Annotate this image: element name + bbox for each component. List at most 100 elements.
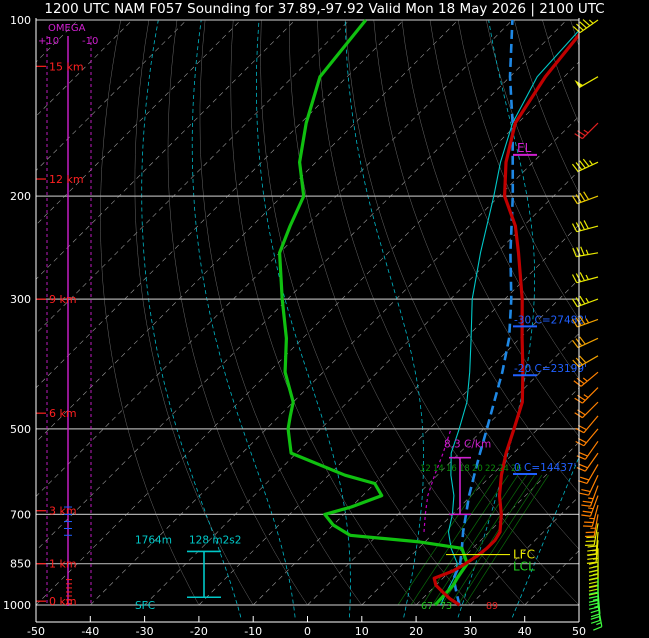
wind-barb-half bbox=[596, 622, 602, 626]
isotherm-line bbox=[578, 604, 579, 605]
height-label: 9 km bbox=[49, 293, 77, 306]
freezing-level-label: -20 C=23199' bbox=[514, 363, 587, 375]
temperature-tick-label: 10 bbox=[355, 625, 369, 638]
isotherm-line bbox=[36, 61, 579, 606]
wind-barb-full bbox=[590, 615, 600, 620]
wind-barb-full bbox=[571, 223, 578, 232]
wind-barb-full bbox=[571, 298, 578, 307]
wind-barb-shaft bbox=[579, 19, 599, 34]
mixing-ratio-label: 16 bbox=[446, 464, 457, 474]
pressure-tick-label: 700 bbox=[10, 508, 31, 521]
mixing-ratio-line bbox=[432, 475, 519, 606]
wind-barb-full bbox=[581, 488, 591, 493]
wind-barb-full bbox=[579, 336, 586, 345]
surface-value: 73 bbox=[440, 601, 452, 612]
wind-barb-full bbox=[575, 222, 582, 231]
wind-barb-half bbox=[589, 160, 594, 166]
wind-barb-full bbox=[582, 500, 592, 504]
wind-barb-full bbox=[582, 158, 590, 167]
height-label: 12 km bbox=[49, 173, 84, 186]
wind-barb-shaft bbox=[582, 401, 599, 419]
wind-barb bbox=[571, 336, 599, 349]
height-label: 6 km bbox=[49, 407, 77, 420]
wind-barb-full bbox=[588, 599, 599, 603]
wind-barb-full bbox=[582, 19, 591, 27]
omega-title: OMEGA bbox=[48, 23, 86, 34]
wind-barb-full bbox=[579, 272, 586, 281]
wind-barb-full bbox=[575, 273, 582, 282]
dry-adiabat bbox=[542, 19, 579, 125]
mixing-ratio-label: 20 bbox=[472, 464, 483, 474]
wind-barb-full bbox=[588, 577, 599, 581]
pressure-tick-label: 500 bbox=[10, 423, 31, 436]
mixing-ratio-label: 12 bbox=[420, 464, 431, 474]
mixing-ratio-label: 18 bbox=[459, 464, 470, 474]
dry-adiabat bbox=[167, 19, 308, 606]
wind-barb-full bbox=[572, 359, 580, 368]
wind-barb-full bbox=[578, 463, 588, 469]
isotherm-line bbox=[198, 224, 579, 606]
temperature-tick-label: 0 bbox=[304, 625, 311, 638]
temperature-tick-label: -10 bbox=[244, 625, 262, 638]
wind-barb-full bbox=[583, 220, 589, 229]
wind-barb-full bbox=[588, 602, 599, 606]
isotherm-line bbox=[36, 19, 513, 497]
wind-barb-full bbox=[588, 588, 599, 592]
wind-barb-full bbox=[588, 561, 599, 565]
wind-barb-half bbox=[592, 565, 599, 568]
wind-barb-full bbox=[577, 437, 587, 444]
wind-barb-half bbox=[588, 507, 594, 510]
wind-barb bbox=[575, 428, 599, 447]
wind-barb-half bbox=[585, 318, 590, 324]
wind-barb-half bbox=[588, 19, 594, 24]
temperature-tick-label: -20 bbox=[190, 625, 208, 638]
traces-layer bbox=[278, 18, 579, 607]
wind-barb-full bbox=[580, 246, 585, 256]
chart-title: 1200 UTC NAM F057 Sounding for 37.89,-97… bbox=[44, 1, 605, 17]
wind-barb-full bbox=[571, 195, 578, 204]
isotherm-line bbox=[144, 170, 579, 606]
mixing-ratio-label: 22 bbox=[485, 464, 496, 474]
wind-barb bbox=[571, 158, 599, 173]
wind-barb-full bbox=[588, 585, 599, 589]
lcl-label: LCL bbox=[513, 560, 535, 574]
dry-adiabat bbox=[570, 19, 579, 47]
wind-barb-half bbox=[592, 598, 599, 601]
dry-adiabat bbox=[230, 19, 417, 606]
wind-barb-full bbox=[582, 510, 592, 514]
wind-barb-half bbox=[588, 497, 594, 500]
mixing-ratio-line bbox=[410, 475, 498, 606]
wind-barb-full bbox=[593, 626, 603, 631]
wind-barb bbox=[584, 523, 599, 546]
wind-barb bbox=[593, 604, 603, 631]
wind-barb-full bbox=[581, 514, 591, 517]
axes-layer: 100 200 300 500 700 850 1000 -50 -40 -30 -20 -10 0 10… bbox=[3, 14, 586, 638]
wind-barb-full bbox=[586, 561, 597, 564]
height-label: 0 km bbox=[49, 595, 77, 608]
wind-barb-full bbox=[579, 492, 589, 496]
wind-barb bbox=[581, 485, 599, 507]
wind-barb bbox=[571, 295, 599, 308]
dry-adiabat bbox=[514, 19, 579, 194]
dry-adiabat bbox=[457, 19, 579, 320]
dry-adiabat bbox=[599, 20, 649, 605]
wind-barb-full bbox=[572, 247, 577, 257]
wind-barb-full bbox=[579, 160, 586, 169]
wind-barb-full bbox=[588, 584, 599, 588]
moist-adiabat bbox=[457, 19, 535, 618]
mixing-ratio-line bbox=[464, 475, 549, 606]
wind-barb-full bbox=[578, 451, 588, 457]
height-label: 3 km bbox=[49, 505, 77, 518]
wind-barb-full bbox=[588, 606, 599, 610]
wind-barb-full bbox=[581, 504, 591, 507]
wind-barb-full bbox=[575, 440, 585, 447]
wind-barb-full bbox=[579, 192, 586, 202]
wind-barb-half bbox=[582, 377, 588, 382]
wind-barb-shaft bbox=[578, 76, 599, 89]
wind-barb-shaft bbox=[583, 428, 599, 447]
wind-barb-half bbox=[585, 274, 589, 280]
temperature-tick-label: 30 bbox=[463, 625, 477, 638]
pressure-tick-label: 1000 bbox=[3, 599, 31, 612]
sfc-label: SFC bbox=[135, 600, 155, 612]
